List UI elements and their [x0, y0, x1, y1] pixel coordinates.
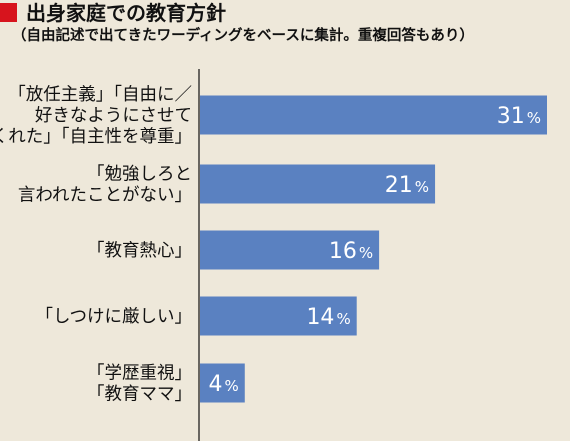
bar-3: [200, 230, 380, 270]
bar-value-label-4: 14%: [306, 305, 350, 330]
category-label-2-line-1: 「勉強しろと: [87, 165, 192, 185]
category-label-2-line-2: 言われたことがない」: [18, 186, 192, 206]
title-marker: [0, 3, 17, 22]
category-label-5-line-1: 「学歴重視」: [87, 364, 192, 384]
bar-value-label-2: 21%: [385, 173, 429, 198]
chart-subtitle: （自由記述で出てきたワーディングをベースに集計。重複回答もあり）: [12, 28, 474, 44]
category-label-4-line-1: 「しつけに厳しい」: [36, 307, 192, 327]
chart-title: 出身家庭での教育方針: [26, 1, 226, 25]
bar-4: [200, 296, 357, 336]
category-label-1-line-2: 好きなようにさせて: [35, 106, 192, 126]
category-label-5-line-2: 「教育ママ」: [87, 385, 192, 405]
bar-value-label-1: 31%: [497, 104, 541, 129]
category-label-1-line-3: くれた」「自主性を尊重」: [0, 127, 192, 147]
bar-1: [200, 95, 547, 135]
bar-value-label-3: 16%: [329, 239, 373, 264]
bar-5: [200, 363, 245, 403]
category-label-3-line-1: 「教育熱心」: [87, 241, 192, 261]
bar-value-label-5: 4%: [209, 372, 239, 397]
category-label-1-line-1: 「放任主義」「自由に／: [8, 85, 192, 105]
bar-2: [200, 164, 436, 204]
